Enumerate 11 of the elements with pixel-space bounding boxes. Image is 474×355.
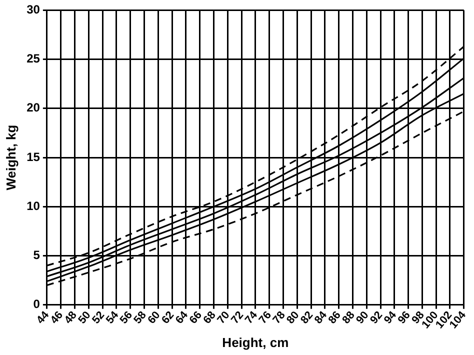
x-axis-title: Height, cm bbox=[222, 334, 289, 350]
y-tick-label: 25 bbox=[26, 52, 40, 66]
x-tick-label: 96 bbox=[396, 309, 413, 326]
y-tick-label: 30 bbox=[26, 2, 40, 17]
y-tick-label: 10 bbox=[26, 198, 40, 213]
y-axis-title: Weight, kg bbox=[3, 124, 18, 190]
y-tick-label: 5 bbox=[33, 248, 40, 262]
y-tick-label: 20 bbox=[26, 100, 40, 115]
y-tick-label: 0 bbox=[33, 297, 40, 312]
y-tick-label: 15 bbox=[26, 150, 40, 164]
x-tick-label: 66 bbox=[187, 309, 204, 326]
